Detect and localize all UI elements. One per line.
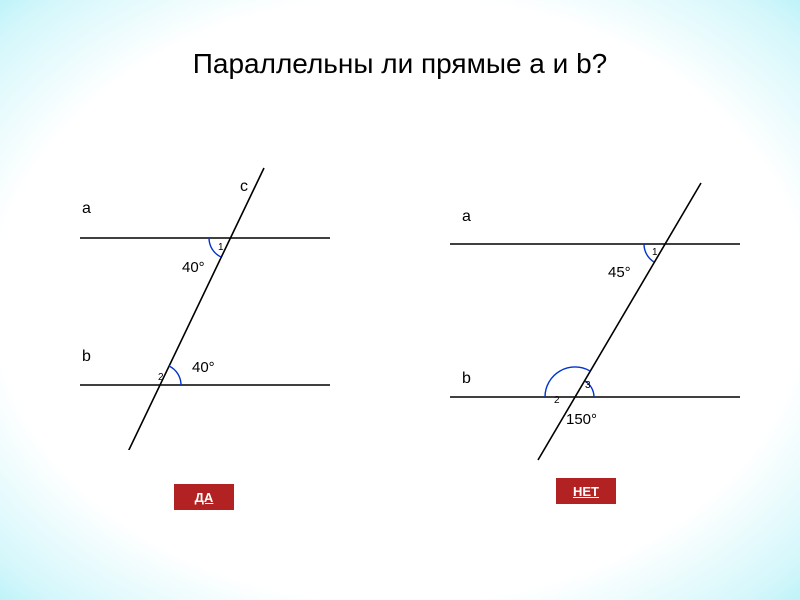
answer-label-left: ДА xyxy=(195,490,214,505)
angle1-num-left: 1 xyxy=(218,242,224,253)
figure-right: a b 1 45° 3 2 150° xyxy=(440,180,750,470)
label-a-left: a xyxy=(82,200,91,218)
angle2-num-right: 2 xyxy=(554,395,560,406)
label-a-right: a xyxy=(462,208,471,226)
slide-background: Параллельны ли прямые a и b? a c b 1 40°… xyxy=(0,0,800,600)
answer-label-right: НЕТ xyxy=(573,484,599,499)
label-b-left: b xyxy=(82,348,91,366)
answer-button-left[interactable]: ДА xyxy=(174,484,234,510)
angle2-num-left: 2 xyxy=(158,372,164,383)
angle3-num-right: 3 xyxy=(585,380,591,391)
angle1-val-right: 45° xyxy=(608,264,631,281)
line-c-left xyxy=(126,168,264,450)
answer-button-right[interactable]: НЕТ xyxy=(556,478,616,504)
angle1-val-left: 40° xyxy=(182,259,205,276)
angle2-val-left: 40° xyxy=(192,359,215,376)
figure-left: a c b 1 40° 2 40° xyxy=(80,160,350,450)
angle2-arc-left xyxy=(169,366,181,385)
label-b-right: b xyxy=(462,370,471,388)
angle-val-right: 150° xyxy=(566,411,597,428)
slide-title: Параллельны ли прямые a и b? xyxy=(0,48,800,80)
transversal-right xyxy=(538,183,701,460)
label-c-left: c xyxy=(240,178,248,196)
figure-left-svg xyxy=(80,160,350,450)
angle1-num-right: 1 xyxy=(652,247,658,258)
